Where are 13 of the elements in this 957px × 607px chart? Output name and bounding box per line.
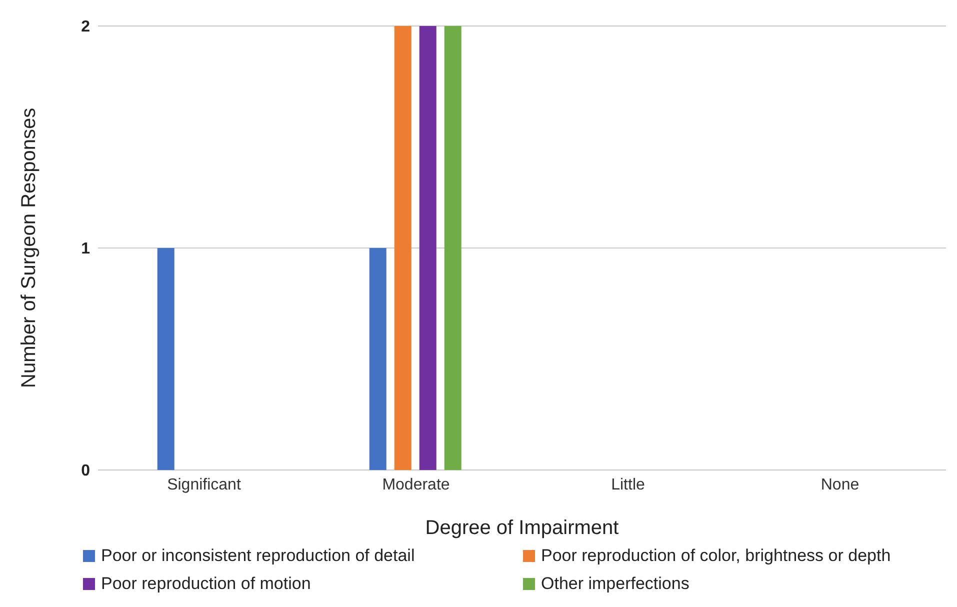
y-tick-label: 2 [81,18,90,36]
x-tick-label: Significant [167,476,242,494]
y-axis-title: Number of Surgeon Responses [18,108,40,388]
legend-label: Other imperfections [541,574,690,594]
x-tick-label: None [820,476,860,494]
x-tick-label: Little [611,476,645,494]
legend-label: Poor reproduction of color, brightness or depth [541,546,891,566]
x-tick-label: Moderate [382,476,450,494]
legend-label: Poor or inconsistent reproduction of detail [101,546,415,566]
x-axis-title: Degree of Impairment [425,517,620,539]
y-tick-label: 1 [81,240,90,258]
y-tick-label: 0 [81,462,90,480]
legend-label: Poor reproduction of motion [101,574,311,594]
